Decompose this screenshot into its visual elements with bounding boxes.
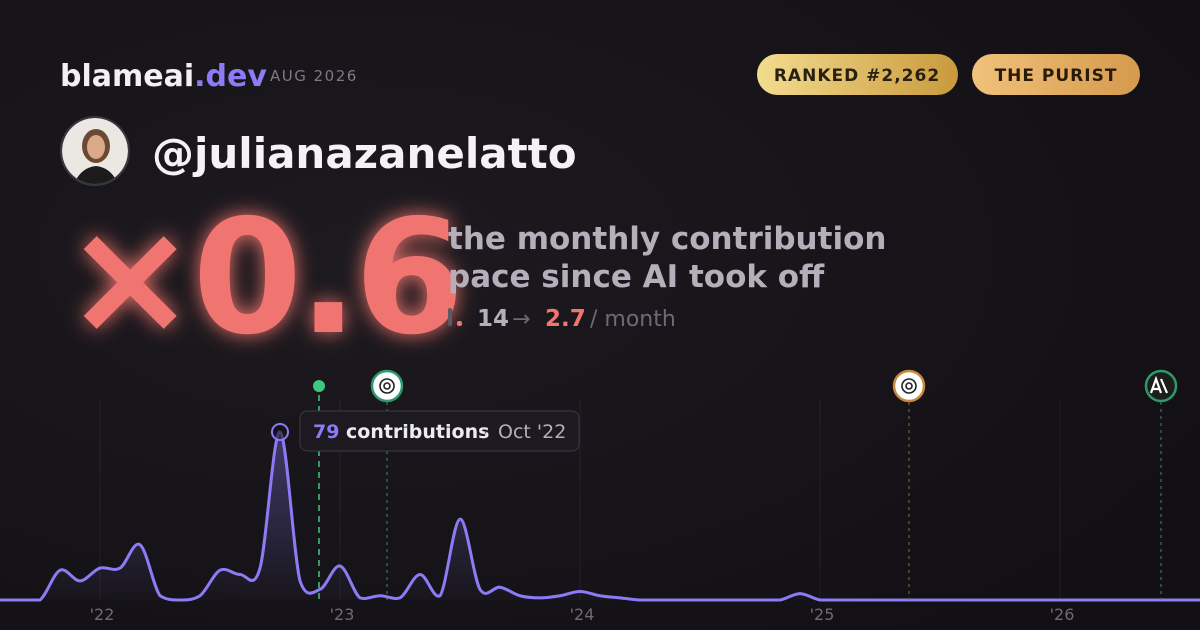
event-icon	[892, 369, 926, 403]
bar-icon	[457, 321, 462, 326]
peak-marker	[271, 423, 289, 441]
badge-text: RANKED #2,262	[774, 66, 940, 86]
badge-text: THE PURIST	[995, 66, 1118, 86]
badge	[972, 54, 1140, 95]
avatar-ring	[60, 116, 130, 186]
caption: the monthly contribution	[448, 221, 886, 257]
x-tick-label: '23	[330, 605, 355, 624]
tooltip: 79 contributions · Oct '22	[299, 410, 580, 452]
brand-name: blameai	[60, 59, 194, 94]
tooltip-date: Oct '22	[498, 421, 566, 443]
event-icon	[370, 369, 404, 403]
openai-logo	[901, 378, 917, 394]
brand-tld: .dev	[194, 59, 267, 94]
chart: '22 '23 '24 '25 '26	[0, 400, 1200, 624]
before: 14	[477, 306, 509, 332]
tooltip-box	[299, 410, 580, 452]
x-tick-label: '26	[1050, 605, 1075, 624]
brand: blameai.dev	[60, 59, 267, 94]
line	[0, 430, 1200, 602]
anthropic-logo	[1149, 375, 1169, 394]
event-dot	[313, 380, 325, 392]
area	[0, 431, 1200, 600]
badge	[757, 54, 958, 95]
x-tick-label: '25	[810, 605, 835, 624]
caption: pace since AI took off	[448, 259, 825, 295]
date: AUG 2026	[270, 67, 358, 85]
handle: @julianazanelatto	[152, 129, 577, 178]
avatar	[62, 118, 128, 184]
event-markers	[313, 369, 1178, 600]
bar-icon	[448, 308, 452, 326]
openai-logo	[379, 378, 395, 394]
event-icon	[1144, 369, 1178, 403]
tooltip-label: contributions	[346, 421, 489, 443]
tooltip-value: 79	[313, 421, 339, 443]
multiplier: ×0.6	[64, 186, 460, 370]
x-tick-label: '24	[570, 605, 595, 624]
x-tick-label: '22	[90, 605, 115, 624]
unit: / month	[590, 307, 676, 332]
arrow: →	[512, 307, 530, 332]
tooltip-separator: ·	[483, 423, 488, 442]
after: 2.7	[545, 306, 586, 332]
